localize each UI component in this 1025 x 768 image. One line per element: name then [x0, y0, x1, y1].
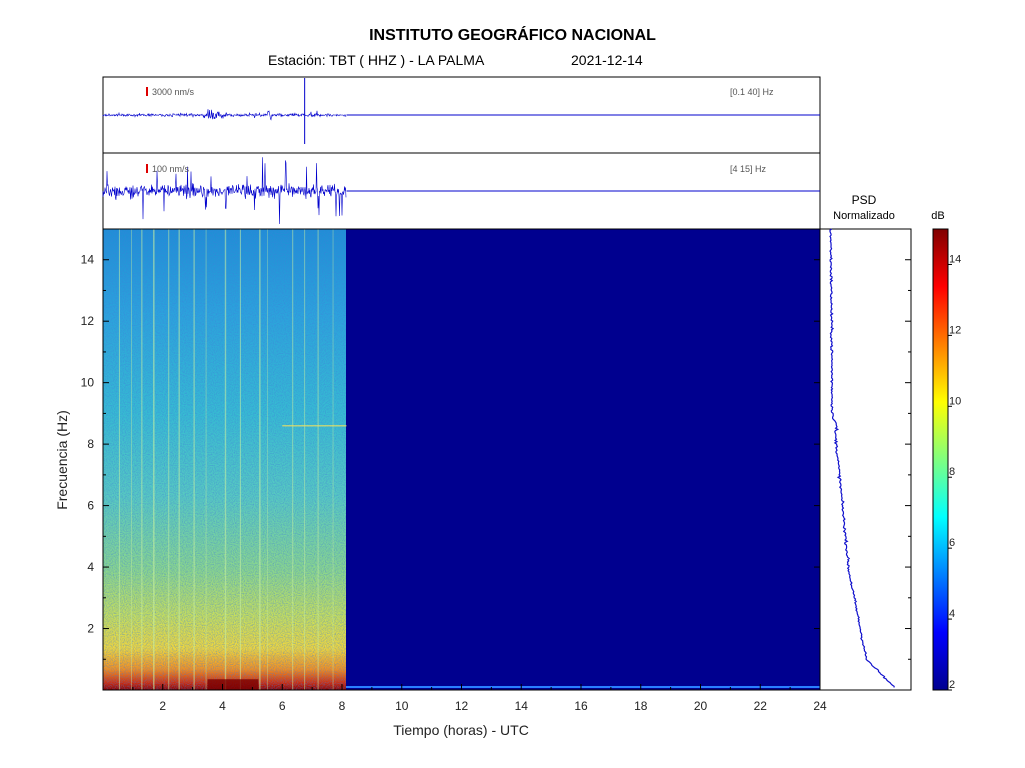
x-tick-label: 24 — [813, 699, 827, 713]
scale-bar — [146, 87, 148, 96]
station-label: Estación: TBT ( HHZ ) - LA PALMA — [268, 52, 485, 68]
colorbar-tick-label: 6 — [949, 537, 955, 549]
psd-ticks — [905, 228, 911, 691]
psd-subtitle: Normalizado — [833, 210, 895, 222]
band-label: [4 15] Hz — [730, 164, 767, 174]
colorbar-tick-label: 4 — [949, 608, 955, 620]
x-tick-label: 14 — [515, 699, 529, 713]
colorbar-ticks: 2 4 6 8 10 12 14 — [948, 254, 961, 691]
colorbar-tick-label: 8 — [949, 466, 955, 478]
x-tick-label: 4 — [219, 699, 226, 713]
x-tick-label: 16 — [574, 699, 588, 713]
psd-title: PSD — [852, 193, 877, 207]
scale-label: 3000 nm/s — [152, 87, 195, 97]
y-tick-label: 8 — [87, 437, 94, 451]
x-tick-label: 8 — [339, 699, 346, 713]
colorbar-tick-label: 14 — [949, 254, 961, 266]
x-tick-label: 20 — [694, 699, 708, 713]
page-title: INSTITUTO GEOGRÁFICO NACIONAL — [369, 27, 656, 44]
psd-panel: PSD Normalizado — [819, 193, 912, 691]
x-tick-label: 2 — [159, 699, 166, 713]
y-tick-label: 6 — [87, 499, 94, 513]
band-label: [0.1 40] Hz — [730, 87, 774, 97]
scale-bar — [146, 164, 148, 173]
spectrogram-transients — [118, 229, 347, 690]
seismogram-trace-broadband — [102, 78, 820, 144]
x-tick-label: 12 — [455, 699, 469, 713]
psd-frame — [819, 228, 912, 691]
date-label: 2021-12-14 — [571, 52, 643, 68]
y-tick-label: 2 — [87, 622, 94, 636]
colorbar-tick-label: 12 — [949, 324, 961, 336]
y-tick-label: 10 — [81, 376, 95, 390]
y-tick-label: 14 — [81, 253, 95, 267]
x-tick-label: 22 — [754, 699, 768, 713]
seismogram-panel-filtered: 100 nm/s [4 15] Hz — [102, 152, 821, 230]
trace-signal — [102, 157, 347, 225]
colorbar-gradient — [932, 228, 949, 691]
trace-signal — [102, 109, 347, 121]
psd-curve — [829, 228, 895, 688]
x-tick-label: 18 — [634, 699, 648, 713]
high-energy-patch — [207, 679, 259, 690]
seismogram-panel-broadband: 3000 nm/s [0.1 40] Hz — [102, 76, 821, 154]
y-tick-label: 12 — [81, 314, 95, 328]
colorbar-tick-label: 10 — [949, 395, 961, 407]
x-tick-label: 10 — [395, 699, 409, 713]
colorbar: dB 2 4 6 8 10 12 14 — [931, 210, 961, 691]
y-tick-label: 4 — [87, 560, 94, 574]
x-tick-label: 6 — [279, 699, 286, 713]
colorbar-tick-label: 2 — [949, 679, 955, 691]
y-axis-label: Frecuencia (Hz) — [54, 410, 70, 510]
colorbar-label: dB — [931, 210, 944, 222]
seismogram-trace-filtered — [102, 157, 820, 225]
spectrogram-texture — [103, 229, 346, 690]
x-axis-label: Tiempo (horas) - UTC — [393, 722, 529, 738]
scale-label: 100 nm/s — [152, 164, 190, 174]
